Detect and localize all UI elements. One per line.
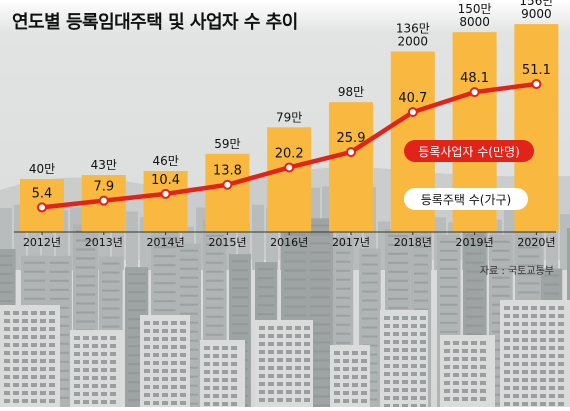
bar-value-label: 59만 bbox=[214, 137, 240, 151]
bar-2017년 bbox=[329, 102, 373, 233]
line-value-label: 48.1 bbox=[460, 71, 489, 86]
bar-value-label: 79만 bbox=[276, 110, 302, 124]
line-value-label: 20.2 bbox=[275, 146, 304, 161]
legend: 등록사업자 수(만명) 등록주택 수(가구) bbox=[404, 140, 534, 210]
legend-box-operators bbox=[404, 140, 534, 162]
legend-label-operators: 등록사업자 수(만명) bbox=[418, 145, 520, 159]
legend-item-houses: 등록주택 수(가구) bbox=[404, 188, 528, 210]
bar-value-label: 40만 bbox=[29, 162, 55, 176]
x-tick-label: 2012년 bbox=[23, 236, 61, 249]
x-tick-label: 2014년 bbox=[147, 236, 185, 249]
bar-value-label: 150만 bbox=[458, 2, 492, 16]
bar-value-label: 156만 bbox=[519, 0, 553, 8]
line-point-2012년 bbox=[37, 202, 47, 213]
line-series bbox=[37, 79, 542, 213]
line-value-label: 51.1 bbox=[522, 63, 551, 78]
line-point-2015년 bbox=[222, 179, 233, 190]
line-point-2020년 bbox=[531, 79, 542, 90]
line-value-label: 25.9 bbox=[337, 131, 366, 146]
x-tick-label: 2013년 bbox=[85, 236, 123, 249]
bar-2014년 bbox=[143, 171, 188, 232]
line-point-2016년 bbox=[284, 162, 295, 173]
line-value-label: 40.7 bbox=[398, 91, 427, 106]
bar-value-label: 46만 bbox=[152, 154, 178, 168]
line-value-label: 10.4 bbox=[151, 173, 180, 188]
source-note: 자료 : 국토교통부 bbox=[479, 266, 554, 277]
bar-value-label: 2000 bbox=[398, 35, 429, 49]
bar-2015년 bbox=[205, 153, 250, 232]
bar-value-label: 9000 bbox=[521, 7, 552, 21]
legend-box-houses bbox=[404, 188, 528, 210]
line-value-label: 7.9 bbox=[93, 180, 114, 195]
x-tick-label: 2017년 bbox=[332, 236, 370, 249]
line-point-2014년 bbox=[160, 188, 171, 199]
legend-label-houses: 등록주택 수(가구) bbox=[421, 193, 511, 207]
bar-value-label: 43만 bbox=[91, 158, 117, 172]
x-tick-label: 2015년 bbox=[208, 236, 246, 249]
x-tick-label: 2016년 bbox=[270, 236, 308, 249]
near-buildings bbox=[0, 300, 570, 408]
page-title: 연도별 등록임대주택 및 사업자 수 추이 bbox=[12, 12, 298, 33]
line-point-2019년 bbox=[469, 87, 480, 98]
line-value-label: 13.8 bbox=[213, 164, 242, 179]
bar-value-label: 8000 bbox=[459, 15, 490, 29]
line-point-2017년 bbox=[346, 147, 356, 158]
line-point-2018년 bbox=[407, 107, 418, 118]
x-tick-label: 2019년 bbox=[456, 236, 494, 249]
bar-value-label: 98만 bbox=[338, 85, 364, 99]
x-axis: 2012년 2013년 2014년 2015년 2016년 2017년 2018년 2019년… bbox=[14, 231, 556, 249]
line-value-label: 5.4 bbox=[32, 186, 53, 201]
x-tick-label: 2020년 bbox=[517, 236, 555, 249]
legend-item-operators: 등록사업자 수(만명) bbox=[404, 140, 534, 162]
line-point-2013년 bbox=[98, 195, 109, 206]
bar-2016년 bbox=[267, 127, 312, 232]
x-tick-label: 2018년 bbox=[394, 236, 432, 249]
bar-value-label: 136만 bbox=[396, 22, 430, 36]
